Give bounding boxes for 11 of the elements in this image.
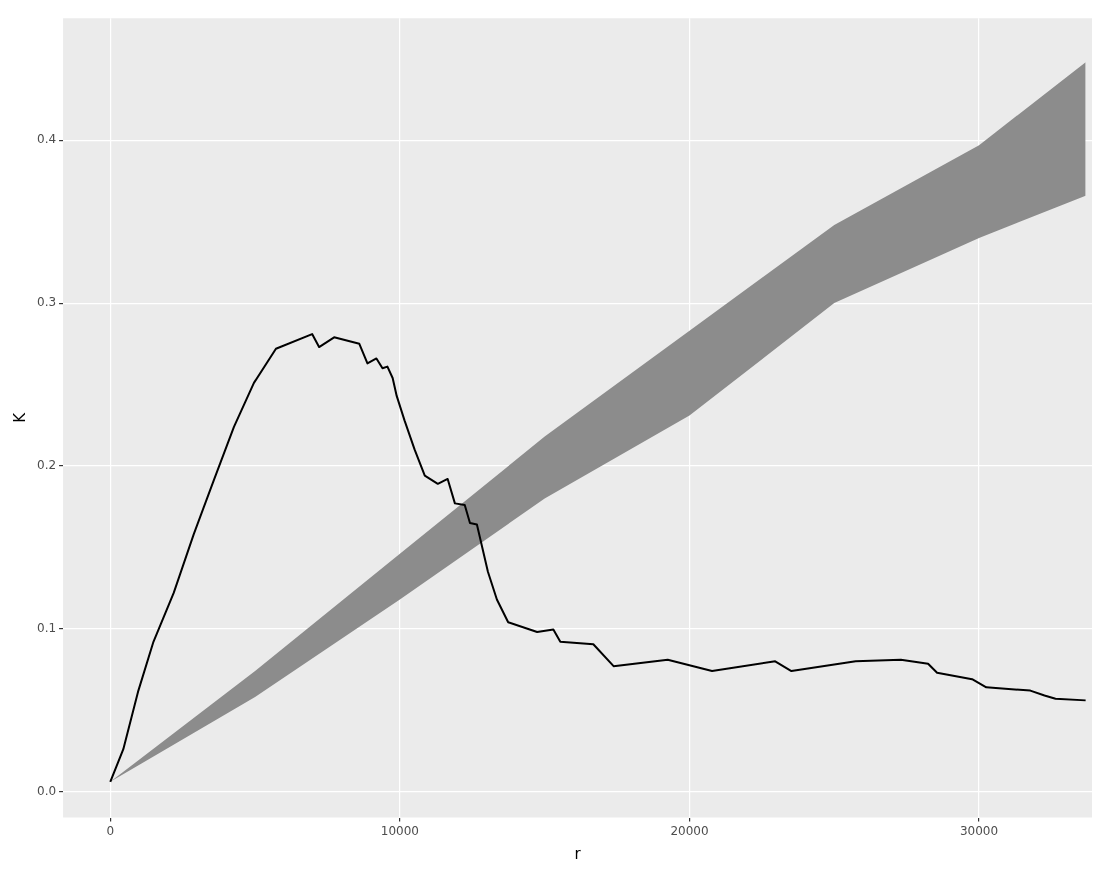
x-tick-label: 20000 <box>670 823 709 838</box>
x-tick-label: 10000 <box>380 823 419 838</box>
y-tick-label: 0.3 <box>36 295 57 310</box>
x-axis-title: r <box>574 844 582 863</box>
y-axis-title: K <box>10 411 29 423</box>
y-tick-label: 0.1 <box>36 620 57 635</box>
y-tick-label: 0.0 <box>36 783 57 798</box>
y-tick-label: 0.4 <box>36 132 57 147</box>
y-tick-label: 0.2 <box>36 458 57 473</box>
x-tick-label: 30000 <box>959 823 999 838</box>
x-tick-label: 0 <box>106 823 115 838</box>
